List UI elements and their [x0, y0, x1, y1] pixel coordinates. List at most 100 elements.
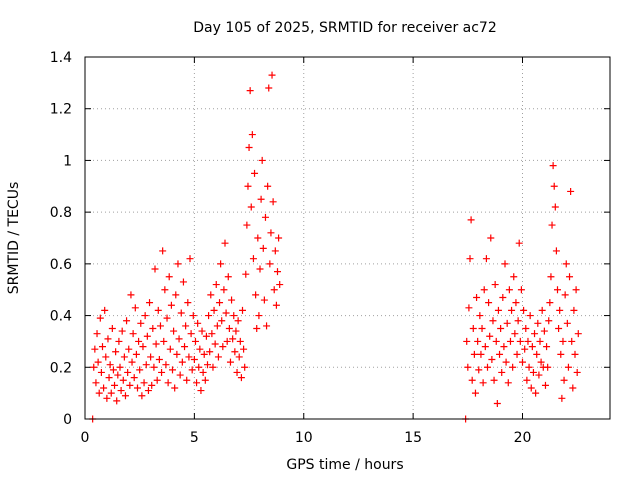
data-point — [230, 312, 238, 320]
y-tick-label: 0.8 — [50, 205, 72, 221]
data-point — [213, 322, 221, 330]
data-point — [152, 340, 160, 348]
data-point — [506, 337, 514, 345]
data-point — [549, 162, 557, 170]
data-point — [467, 216, 475, 224]
data-point — [204, 361, 211, 369]
data-point — [96, 314, 104, 322]
data-point — [212, 281, 220, 289]
data-point — [468, 376, 476, 384]
data-point — [162, 361, 170, 369]
data-point — [206, 348, 214, 356]
data-point — [265, 84, 273, 92]
data-point — [263, 322, 271, 330]
data-point — [489, 317, 497, 325]
data-point — [92, 379, 100, 387]
data-point — [561, 291, 569, 299]
data-point — [474, 337, 482, 345]
data-point — [154, 306, 162, 314]
data-point — [532, 389, 540, 397]
data-point — [509, 363, 517, 371]
data-point — [490, 376, 498, 384]
data-point — [100, 384, 108, 392]
data-point — [268, 71, 276, 79]
data-point — [551, 203, 559, 211]
x-tick-label: 0 — [81, 430, 90, 446]
data-point — [266, 260, 274, 268]
data-point — [487, 234, 495, 242]
data-point — [142, 361, 150, 369]
data-point — [231, 348, 239, 356]
data-point — [93, 330, 101, 338]
data-point — [235, 353, 243, 361]
data-point — [113, 397, 121, 405]
data-point — [480, 286, 488, 294]
data-point — [123, 317, 131, 325]
data-point — [275, 234, 283, 242]
y-tick-label: 1.2 — [50, 102, 72, 118]
data-point — [132, 350, 140, 358]
data-point — [546, 299, 554, 307]
data-point — [488, 356, 496, 364]
data-point — [104, 335, 112, 343]
data-point — [563, 319, 571, 327]
data-point — [493, 399, 501, 407]
data-point — [187, 330, 195, 338]
data-point — [541, 381, 549, 389]
data-point — [540, 327, 548, 335]
data-point — [516, 337, 524, 345]
data-point — [478, 325, 486, 332]
data-point — [261, 213, 269, 221]
data-point — [188, 366, 196, 374]
data-point — [491, 281, 499, 289]
data-point — [246, 87, 254, 95]
data-point — [499, 293, 507, 301]
data-point — [482, 255, 490, 263]
data-point — [236, 337, 244, 345]
data-point — [264, 182, 272, 190]
data-point — [523, 376, 531, 384]
data-point — [158, 368, 166, 376]
data-point — [512, 299, 520, 307]
data-point — [151, 265, 159, 273]
data-point — [531, 330, 539, 338]
x-tick-label: 10 — [295, 430, 313, 446]
data-point — [515, 239, 523, 247]
data-point — [210, 306, 218, 314]
data-point — [130, 374, 138, 382]
data-point — [101, 306, 109, 314]
data-point — [209, 363, 217, 371]
data-point — [224, 273, 232, 281]
data-point — [510, 273, 518, 281]
axis-ticks: 0 5 10 15 20 0 0.2 0.4 0.6 0.8 1 1.2 1.4 — [50, 50, 610, 446]
data-point — [267, 229, 275, 237]
data-point — [121, 392, 129, 400]
data-point — [571, 350, 579, 358]
data-point — [234, 317, 242, 325]
data-point — [138, 392, 146, 400]
data-point — [469, 325, 477, 332]
data-point — [119, 376, 127, 384]
data-point — [95, 389, 103, 397]
data-point — [216, 299, 224, 307]
data-point — [271, 247, 279, 255]
data-point — [156, 322, 164, 330]
data-point — [117, 387, 125, 395]
data-point — [504, 379, 512, 387]
data-point — [136, 366, 144, 374]
data-point — [233, 368, 241, 376]
data-points — [89, 71, 582, 423]
data-point — [535, 371, 543, 379]
data-point — [225, 325, 233, 332]
data-point — [199, 368, 207, 376]
data-point — [536, 337, 544, 345]
data-point — [484, 363, 491, 371]
grid-lines — [85, 57, 610, 419]
data-point — [232, 327, 240, 335]
data-point — [260, 296, 268, 304]
data-point — [248, 131, 256, 139]
data-point — [242, 270, 250, 278]
data-point — [214, 353, 222, 361]
data-point — [131, 304, 139, 312]
data-point — [475, 366, 483, 374]
